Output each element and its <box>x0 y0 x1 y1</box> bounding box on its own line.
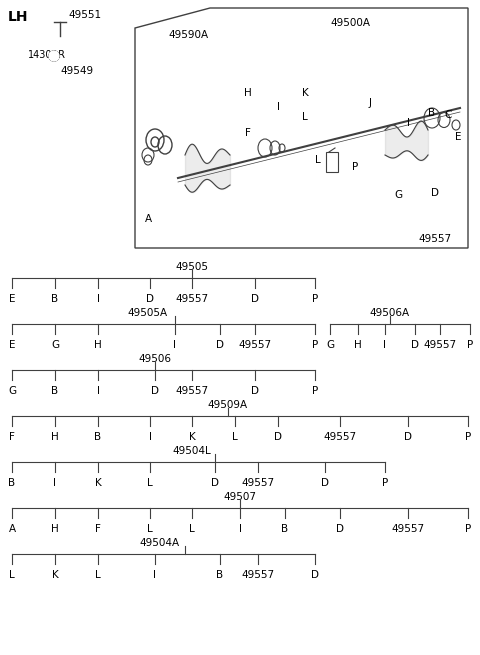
Text: P: P <box>312 386 318 396</box>
Text: H: H <box>354 340 362 350</box>
Text: K: K <box>95 478 101 488</box>
Text: P: P <box>465 524 471 534</box>
Text: 49557: 49557 <box>175 386 209 396</box>
Text: K: K <box>301 88 308 98</box>
Text: D: D <box>404 432 412 442</box>
Text: P: P <box>312 294 318 304</box>
Text: D: D <box>274 432 282 442</box>
Text: 1430AR: 1430AR <box>28 50 66 60</box>
Text: F: F <box>95 524 101 534</box>
Text: 49557: 49557 <box>391 524 425 534</box>
Text: H: H <box>51 432 59 442</box>
Text: D: D <box>431 188 439 198</box>
Text: B: B <box>51 386 59 396</box>
Text: 49505A: 49505A <box>128 308 168 318</box>
Text: LH: LH <box>8 10 28 24</box>
Text: F: F <box>245 128 251 138</box>
Text: 49504A: 49504A <box>140 538 180 548</box>
Text: C: C <box>444 110 452 120</box>
Text: I: I <box>53 478 57 488</box>
Text: E: E <box>455 132 461 142</box>
Text: G: G <box>8 386 16 396</box>
Text: E: E <box>9 294 15 304</box>
Text: P: P <box>352 162 358 172</box>
Text: I: I <box>173 340 177 350</box>
Text: 49549: 49549 <box>60 66 93 76</box>
Text: H: H <box>244 88 252 98</box>
Text: J: J <box>369 98 372 108</box>
Text: P: P <box>312 340 318 350</box>
Text: 49551: 49551 <box>68 10 101 20</box>
Text: 49590A: 49590A <box>168 30 208 40</box>
Text: K: K <box>52 570 59 580</box>
Text: I: I <box>384 340 386 350</box>
Text: P: P <box>465 432 471 442</box>
Text: P: P <box>467 340 473 350</box>
Text: 49506: 49506 <box>139 354 171 364</box>
Text: A: A <box>144 214 152 224</box>
Text: I: I <box>96 386 99 396</box>
Text: L: L <box>232 432 238 442</box>
Text: I: I <box>239 524 241 534</box>
Text: I: I <box>148 432 152 442</box>
Text: 49557: 49557 <box>241 478 275 488</box>
Text: D: D <box>336 524 344 534</box>
Text: 49557: 49557 <box>239 340 272 350</box>
Circle shape <box>49 51 59 61</box>
Text: 49557: 49557 <box>423 340 456 350</box>
Text: D: D <box>211 478 219 488</box>
Text: I: I <box>154 570 156 580</box>
Text: 49507: 49507 <box>224 492 256 502</box>
Text: 49557: 49557 <box>418 234 451 244</box>
Text: D: D <box>146 294 154 304</box>
Text: G: G <box>394 190 402 200</box>
Text: H: H <box>94 340 102 350</box>
Text: B: B <box>51 294 59 304</box>
Text: 49557: 49557 <box>175 294 209 304</box>
Text: L: L <box>9 570 15 580</box>
Text: D: D <box>311 570 319 580</box>
Text: D: D <box>321 478 329 488</box>
Text: B: B <box>216 570 224 580</box>
Text: B: B <box>9 478 15 488</box>
Text: 49500A: 49500A <box>330 18 370 28</box>
Text: D: D <box>411 340 419 350</box>
Text: G: G <box>51 340 59 350</box>
Text: I: I <box>96 294 99 304</box>
Text: L: L <box>95 570 101 580</box>
Text: D: D <box>251 294 259 304</box>
Text: I: I <box>276 102 279 112</box>
Text: I: I <box>407 118 409 128</box>
Text: P: P <box>382 478 388 488</box>
Text: 49506A: 49506A <box>370 308 410 318</box>
Text: B: B <box>429 108 435 118</box>
Text: E: E <box>9 340 15 350</box>
Text: L: L <box>315 155 321 165</box>
Text: H: H <box>51 524 59 534</box>
Text: G: G <box>326 340 334 350</box>
Circle shape <box>49 51 59 61</box>
Text: B: B <box>95 432 102 442</box>
Text: L: L <box>302 112 308 122</box>
Text: D: D <box>151 386 159 396</box>
Text: L: L <box>147 524 153 534</box>
Text: 49557: 49557 <box>324 432 357 442</box>
Text: 49557: 49557 <box>241 570 275 580</box>
Bar <box>326 152 338 172</box>
Text: B: B <box>281 524 288 534</box>
Text: A: A <box>9 524 15 534</box>
Text: L: L <box>189 524 195 534</box>
Text: D: D <box>216 340 224 350</box>
Text: 49505: 49505 <box>176 262 208 272</box>
Text: 49509A: 49509A <box>208 400 248 410</box>
Text: 49504L: 49504L <box>173 446 211 456</box>
Text: D: D <box>251 386 259 396</box>
Circle shape <box>52 54 56 58</box>
Text: F: F <box>9 432 15 442</box>
Text: K: K <box>189 432 195 442</box>
Text: L: L <box>147 478 153 488</box>
